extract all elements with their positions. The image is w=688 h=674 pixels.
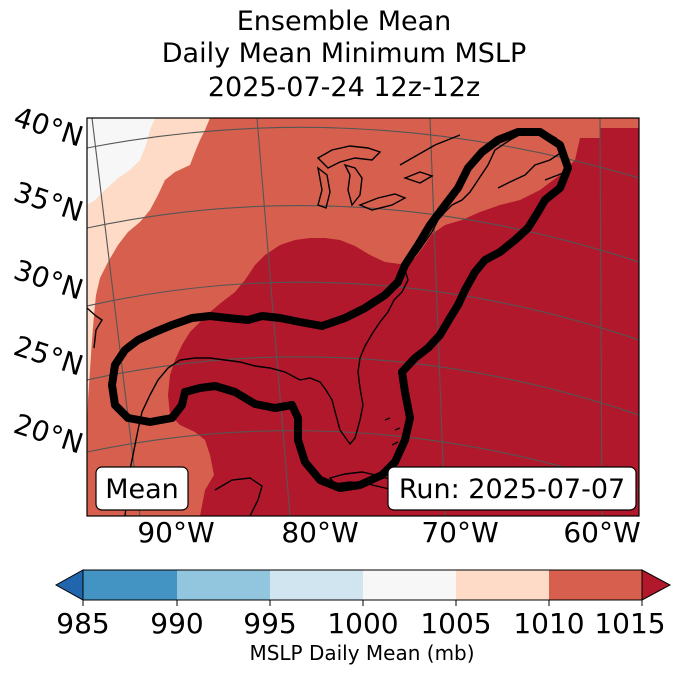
lat-label-40: 40°N [10, 100, 87, 153]
lat-label-35: 35°N [10, 175, 87, 228]
colorbar-bin-990-995 [177, 570, 270, 600]
colorbar: 985 990 995 1000 1005 1010 1015 MSLP Dai… [54, 569, 672, 665]
map-panel [87, 118, 639, 516]
lat-label-30: 30°N [10, 253, 87, 306]
field-1010-1015 [87, 118, 639, 516]
mean-box [95, 466, 189, 511]
colorbar-tick-995: 995 [243, 607, 296, 640]
colorbar-tick-1015: 1015 [594, 607, 665, 640]
colorbar-bin-1010-1015 [549, 570, 642, 600]
field-1005-1010 [87, 118, 210, 430]
lon-label-70: 70°W [421, 516, 498, 549]
colorbar-ticks [82, 600, 643, 606]
title-line-1: Ensemble Mean [236, 6, 452, 37]
title-line-3: 2025-07-24 12z-12z [207, 72, 481, 103]
colorbar-extend-high [641, 569, 672, 601]
colorbar-tick-1010: 1010 [513, 607, 584, 640]
lon-label-60: 60°W [563, 516, 640, 549]
colorbar-tick-1000: 1000 [327, 607, 398, 640]
colorbar-bin-985-990 [83, 570, 177, 600]
colorbar-extend-low [54, 569, 84, 601]
run-box-text: Run: 2025-07-07 [399, 474, 625, 505]
colorbar-tick-1005: 1005 [420, 607, 491, 640]
lon-label-90: 90°W [137, 516, 214, 549]
run-box [387, 466, 637, 511]
mean-box-text: Mean [105, 474, 179, 505]
colorbar-bin-1000-1005 [363, 570, 456, 600]
title-line-2: Daily Mean Minimum MSLP [161, 38, 527, 69]
colorbar-bin-1005-1010 [456, 570, 549, 600]
lon-label-80: 80°W [281, 516, 358, 549]
colorbar-label: MSLP Daily Mean (mb) [249, 641, 474, 665]
lat-label-20: 20°N [10, 407, 87, 460]
lat-label-25: 25°N [10, 329, 87, 382]
colorbar-tick-990: 990 [150, 607, 203, 640]
map-frame [86, 117, 640, 517]
colorbar-tick-985: 985 [56, 607, 109, 640]
mslp-contour [108, 128, 572, 492]
colorbar-bin-995-1000 [270, 570, 363, 600]
